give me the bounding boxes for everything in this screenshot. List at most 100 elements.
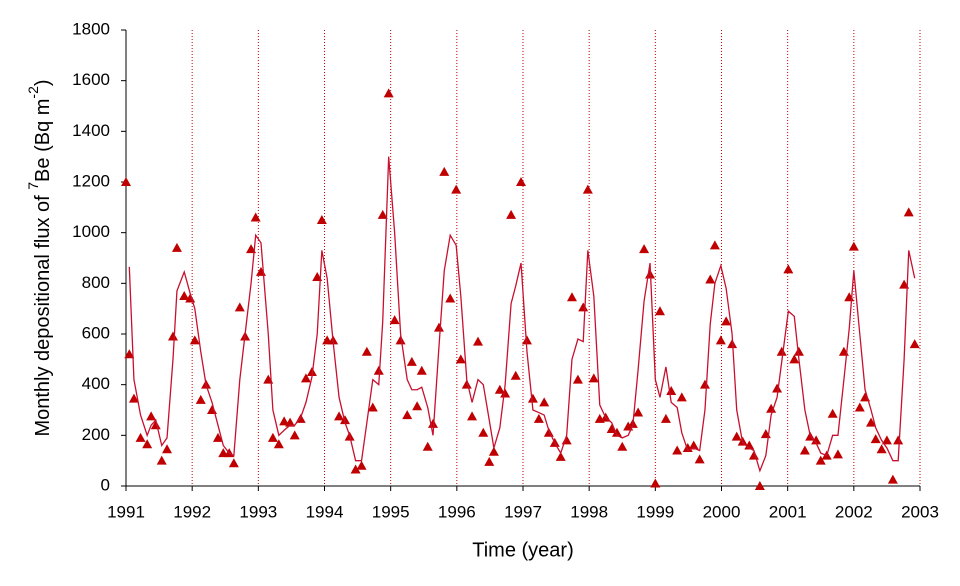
triangle-marker: [866, 417, 877, 427]
triangle-marker: [572, 374, 583, 384]
y-tick-label: 1400: [72, 121, 110, 140]
triangle-marker: [428, 418, 439, 428]
x-tick-label: 1995: [372, 502, 410, 521]
triangle-marker: [909, 339, 920, 349]
triangle-marker: [731, 431, 742, 441]
triangle-marker: [510, 370, 521, 380]
triangle-marker: [142, 439, 153, 449]
triangle-marker: [639, 244, 650, 254]
triangle-marker: [171, 242, 182, 252]
triangle-marker: [412, 401, 423, 411]
triangle-marker: [289, 430, 300, 440]
y-axis-title: Monthly depositional flux of 7Be (Bq m-2…: [25, 79, 55, 436]
triangle-marker: [433, 322, 444, 332]
triangle-marker: [461, 379, 472, 389]
triangle-marker: [699, 379, 710, 389]
triangle-marker: [451, 184, 462, 194]
triangle-marker: [715, 335, 726, 345]
triangle-marker: [156, 455, 167, 465]
triangle-marker: [150, 420, 161, 430]
triangle-marker: [124, 349, 135, 359]
y-tick-label: 800: [82, 273, 110, 292]
triangle-marker: [650, 478, 661, 488]
triangle-marker: [654, 306, 665, 316]
y-axis-title-sup: -2: [25, 86, 41, 99]
data-line: [128, 156, 916, 473]
triangle-marker: [234, 302, 245, 312]
triangle-marker: [455, 354, 466, 364]
y-tick-label: 200: [82, 425, 110, 444]
triangle-marker: [623, 421, 634, 431]
triangle-marker: [844, 292, 855, 302]
triangle-marker: [721, 316, 732, 326]
triangle-marker: [250, 212, 261, 222]
triangle-marker: [527, 393, 538, 403]
triangle-marker: [611, 427, 622, 437]
y-axis-title-part: ): [32, 79, 54, 86]
triangle-marker: [395, 335, 406, 345]
triangle-marker: [754, 481, 765, 490]
x-tick-label: 1992: [173, 502, 211, 521]
triangle-marker: [776, 346, 787, 356]
triangle-marker: [445, 293, 456, 303]
triangle-marker: [488, 446, 499, 456]
y-tick-label: 600: [82, 323, 110, 342]
triangle-marker: [870, 434, 881, 444]
triangle-marker: [827, 408, 838, 418]
triangle-marker: [772, 383, 783, 393]
triangle-marker: [811, 435, 822, 445]
triangle-marker: [533, 413, 544, 423]
triangle-marker: [709, 240, 720, 250]
y-tick-label: 1000: [72, 222, 110, 241]
y-axis-title-sup: 7: [25, 182, 41, 190]
triangle-marker: [633, 407, 644, 417]
triangle-marker: [377, 209, 388, 219]
triangle-marker: [555, 451, 566, 461]
triangle-marker: [815, 455, 826, 465]
triangle-marker: [467, 411, 478, 421]
y-tick-label: 1800: [72, 19, 110, 38]
triangle-marker: [128, 393, 139, 403]
triangle-marker: [539, 397, 550, 407]
triangle-marker: [484, 456, 495, 466]
triangle-marker: [406, 356, 417, 366]
triangle-marker: [402, 410, 413, 420]
triangle-marker: [521, 335, 532, 345]
x-tick-label: 1994: [306, 502, 344, 521]
x-tick-label: 2003: [901, 502, 939, 521]
triangle-marker: [300, 373, 311, 383]
x-tick-label: 2002: [835, 502, 873, 521]
triangle-marker: [578, 302, 589, 312]
triangle-marker: [566, 292, 577, 302]
triangle-marker: [179, 291, 190, 300]
x-tick-label: 1998: [570, 502, 608, 521]
triangle-marker: [705, 274, 716, 284]
triangle-marker: [383, 88, 394, 98]
triangle-marker: [316, 215, 327, 224]
y-tick-label: 1200: [72, 171, 110, 190]
x-tick-label: 1991: [107, 502, 145, 521]
triangle-marker: [688, 440, 699, 450]
triangle-marker: [893, 435, 904, 445]
x-tick-label: 1996: [438, 502, 476, 521]
triangle-marker: [494, 384, 505, 394]
triangle-marker: [799, 445, 810, 455]
triangle-marker: [135, 432, 146, 442]
triangle-marker: [146, 411, 157, 421]
triangle-marker: [744, 440, 755, 450]
triangle-marker: [167, 331, 178, 341]
triangle-marker: [506, 209, 517, 219]
triangle-marker: [766, 403, 777, 413]
triangle-marker: [516, 177, 527, 186]
triangle-marker: [340, 415, 351, 425]
triangle-marker: [694, 454, 705, 464]
triangle-marker: [473, 336, 484, 346]
triangle-marker: [121, 177, 131, 186]
triangle-marker: [273, 439, 284, 449]
triangle-marker: [789, 354, 800, 364]
triangle-marker: [588, 373, 599, 383]
triangle-marker: [361, 346, 372, 356]
x-tick-label: 2000: [703, 502, 741, 521]
